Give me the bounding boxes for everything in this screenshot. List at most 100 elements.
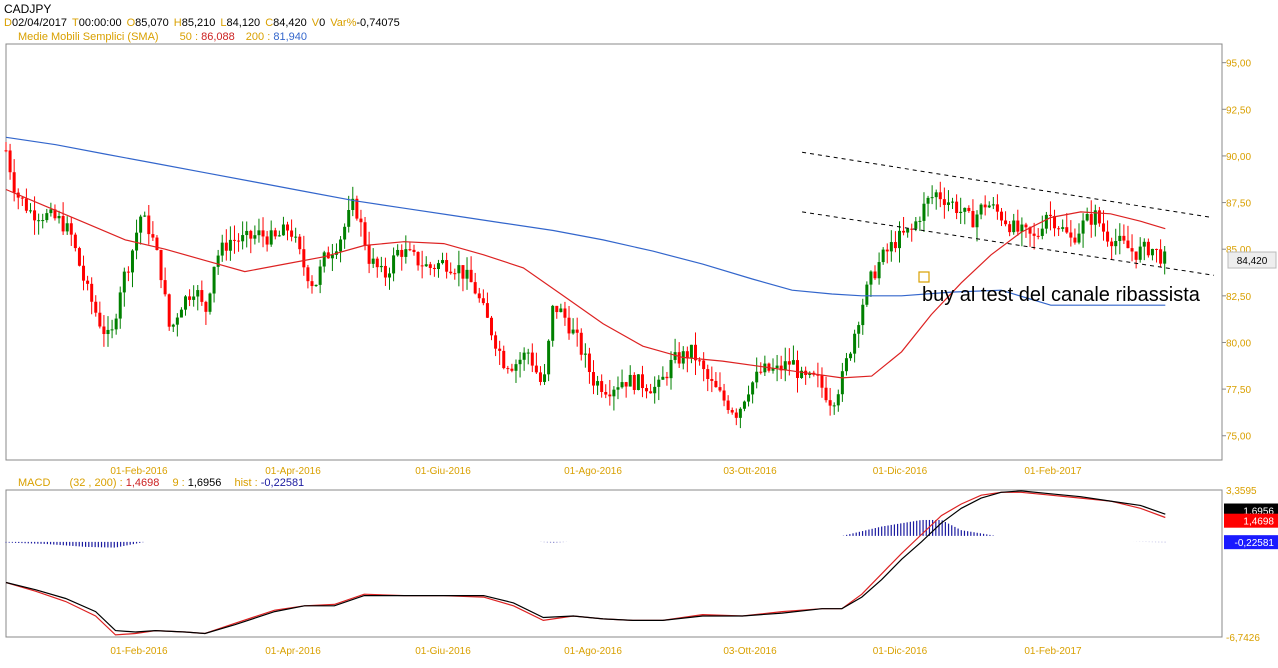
candle-body [37, 220, 41, 222]
x-tick-label: 01-Feb-2017 [1024, 466, 1082, 477]
candle-body [649, 391, 653, 394]
y-tick-label: 90,00 [1226, 152, 1251, 163]
candle-body [1114, 240, 1118, 247]
candle-body [94, 301, 98, 313]
candle-body [1057, 228, 1061, 230]
info-key: D [4, 17, 12, 29]
candle-body [563, 308, 567, 318]
candle-body [934, 192, 938, 198]
buy-marker [918, 271, 930, 283]
sma-50-line [5, 188, 1166, 379]
macd-value-label: 1,6956 [1243, 507, 1274, 518]
y-tick-label: 85,00 [1226, 245, 1251, 256]
candle-body [1020, 224, 1024, 232]
candle-body [946, 202, 950, 205]
macd-legend: MACD (32 , 200) : 1,4698 9 : 1,6956 hist… [18, 477, 305, 489]
candle-body [1012, 220, 1016, 233]
macd-value-box [1224, 513, 1278, 528]
candle-body [1122, 235, 1126, 241]
ohlc-info: D02/04/2017 T00:00:00 O85,070 H85,210 L84,12… [4, 17, 405, 29]
candle-body [910, 228, 914, 230]
candle-body [45, 213, 49, 221]
candle-body [151, 234, 155, 238]
candle-body [367, 245, 371, 264]
candle-body [600, 381, 604, 392]
candle-body [779, 365, 783, 371]
info-key: C [265, 17, 274, 29]
candle-body [506, 368, 510, 370]
x-tick-label: 03-Ott-2016 [723, 646, 777, 657]
x-tick-label: 01-Feb-2016 [110, 466, 168, 477]
x-tick-label: 01-Dic-2016 [873, 646, 928, 657]
candle-body [689, 344, 693, 359]
candle-body [110, 329, 114, 331]
y-tick-label: 95,00 [1226, 59, 1251, 70]
info-key: O [126, 17, 136, 29]
candle-body [999, 211, 1003, 221]
candle-body [184, 296, 188, 310]
channel-lower-line [802, 211, 1215, 276]
candle-body [1093, 210, 1097, 225]
candle-body [702, 360, 706, 370]
candle-body [543, 374, 547, 382]
candle-body [604, 391, 608, 395]
candle-body [257, 230, 261, 236]
candle-body [24, 198, 28, 211]
candle-body [1073, 237, 1077, 243]
candle-body [759, 371, 763, 373]
candle-body [114, 318, 118, 330]
x-tick-label: 01-Ago-2016 [564, 646, 622, 657]
candle-body [775, 365, 779, 369]
candle-body [1008, 224, 1012, 233]
candle-body [1048, 214, 1052, 216]
candle-body [436, 263, 440, 270]
candle-body [98, 312, 102, 327]
candle-body [253, 235, 257, 239]
candle-body [840, 371, 844, 395]
candle-body [1089, 214, 1093, 225]
candle-body [865, 284, 869, 305]
candle-body [400, 249, 404, 257]
candle-body [1138, 246, 1142, 260]
candle-body [1069, 232, 1073, 238]
candle-body [783, 361, 787, 371]
x-tick-label: 01-Feb-2016 [110, 646, 168, 657]
candle-body [959, 211, 963, 214]
candle-body [665, 376, 669, 379]
candle-body [241, 235, 245, 242]
candle-body [469, 269, 473, 283]
candle-body [963, 207, 967, 212]
candle-body [351, 198, 355, 210]
candle-body [1024, 224, 1028, 228]
candle-body [306, 267, 310, 282]
candle-body [734, 412, 738, 418]
candle-body [726, 400, 730, 411]
candle-body [645, 388, 649, 392]
candle-body [526, 352, 530, 354]
info-value: 85,210 [181, 17, 216, 29]
candle-body [906, 228, 910, 233]
candle-body [608, 394, 612, 397]
candle-body [983, 204, 987, 208]
macd-value-label: 1,4698 [1243, 517, 1274, 528]
hist-value: -0,22581 [260, 477, 305, 489]
candle-body [445, 260, 449, 272]
candle-body [420, 265, 424, 267]
info-value: -0,74075 [356, 17, 400, 29]
candle-body [596, 381, 600, 386]
info-value: 0 [319, 17, 326, 29]
candle-body [269, 230, 273, 245]
info-value: 84,120 [226, 17, 261, 29]
candle-body [632, 374, 636, 391]
candle-body [640, 374, 644, 389]
candle-body [869, 271, 873, 285]
sma-period-200: 200 [245, 31, 265, 43]
candle-body [102, 326, 106, 335]
signal-value: 1,6956 [187, 477, 222, 489]
candle-body [1061, 227, 1065, 229]
candle-body [1142, 241, 1146, 247]
candle-body [322, 252, 326, 267]
candle-body [861, 304, 865, 326]
candle-body [1044, 214, 1048, 229]
